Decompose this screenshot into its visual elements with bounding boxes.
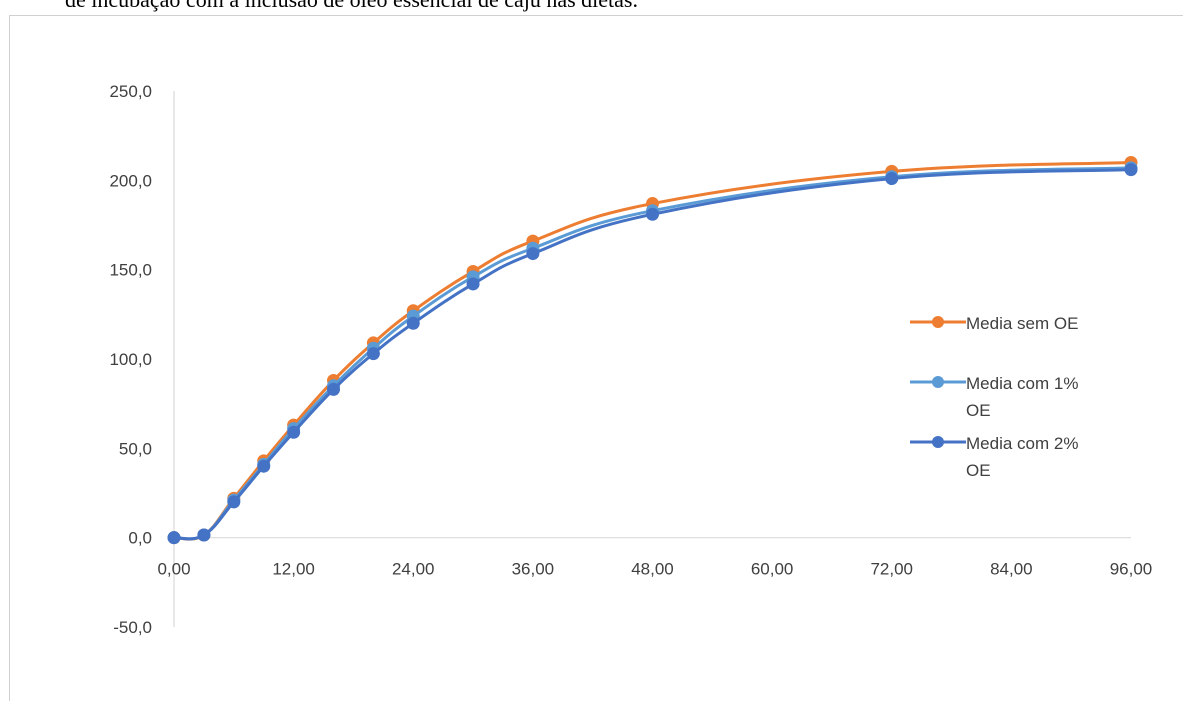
figure-caption: de incubação com a inclusão de óleo esse… xyxy=(65,0,638,14)
x-tick-label: 24,00 xyxy=(392,560,435,579)
legend-item-1-oe: Media com 1% OE xyxy=(908,370,1108,430)
x-tick-label: 96,00 xyxy=(1110,560,1153,579)
data-point xyxy=(466,277,480,291)
data-point xyxy=(197,528,211,542)
chart-frame xyxy=(9,15,1183,701)
y-tick-label: 100,0 xyxy=(109,350,152,369)
data-point xyxy=(646,207,659,221)
x-tick-label: 72,00 xyxy=(870,560,913,579)
legend-item-sem-oe: Media sem OE xyxy=(908,310,1108,370)
y-tick-label: 0,0 xyxy=(128,529,152,548)
legend: Media sem OE Media com 1% OE Media com 2… xyxy=(908,310,1108,490)
y-tick-label: 200,0 xyxy=(109,171,152,190)
data-point xyxy=(1124,163,1138,177)
x-tick-label: 60,00 xyxy=(751,560,794,579)
legend-marker-2-oe xyxy=(932,436,944,448)
legend-marker-1-oe xyxy=(932,376,944,388)
data-point xyxy=(885,172,899,186)
x-tick-label: 0,00 xyxy=(157,560,190,579)
legend-label-2-oe: Media com 2% OE xyxy=(966,434,1079,480)
legend-marker-sem-oe xyxy=(932,316,944,328)
data-point xyxy=(526,247,540,261)
y-tick-label: -50,0 xyxy=(113,618,152,637)
x-tick-label: 36,00 xyxy=(512,560,555,579)
data-point xyxy=(366,347,380,361)
y-tick-label: 150,0 xyxy=(109,261,152,280)
legend-swatch-2-oe xyxy=(910,436,966,448)
x-tick-label: 48,00 xyxy=(631,560,674,579)
data-point xyxy=(327,382,340,396)
data-point xyxy=(257,459,271,473)
data-point xyxy=(406,316,420,330)
y-tick-label: 250,0 xyxy=(109,82,152,101)
legend-label-1-oe: Media com 1% OE xyxy=(966,374,1079,420)
x-tick-label: 12,00 xyxy=(272,560,315,579)
y-tick-label: 50,0 xyxy=(119,439,152,458)
legend-swatch-sem-oe xyxy=(910,316,966,328)
data-point xyxy=(227,495,241,509)
legend-item-2-oe: Media com 2% OE xyxy=(908,430,1108,490)
axes-layer: 250,0 200,0 150,0 100,0 50,0 0,0 -50,0 0,00 12,0… xyxy=(109,82,1152,637)
legend-swatch-1-oe xyxy=(910,376,966,388)
x-tick-label: 84,00 xyxy=(990,560,1033,579)
data-point xyxy=(287,425,301,439)
series-3 xyxy=(167,163,1138,545)
data-point xyxy=(167,531,181,545)
series-layer xyxy=(167,155,1138,545)
legend-label-sem-oe: Media sem OE xyxy=(966,314,1079,333)
